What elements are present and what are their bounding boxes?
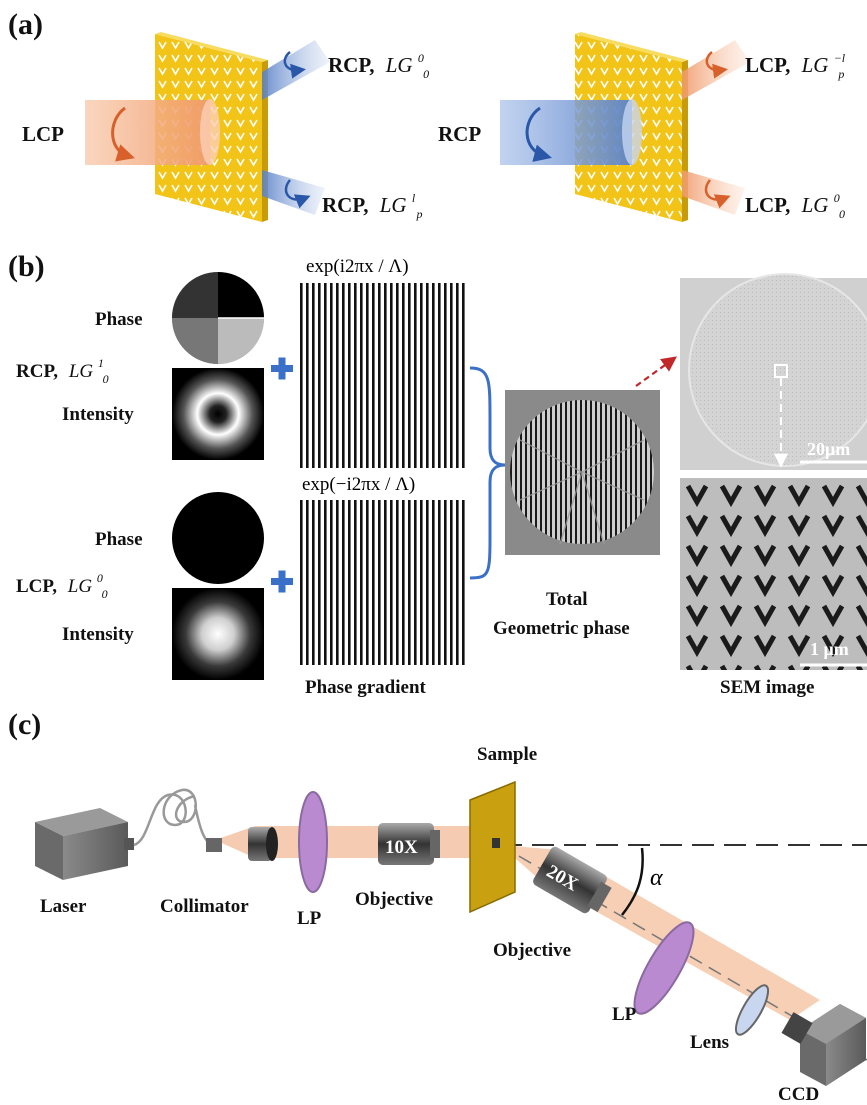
sample-label: Sample	[477, 744, 537, 765]
collimator	[248, 827, 278, 861]
angle-label: α	[650, 865, 663, 891]
exp-top-label: exp(i2πx / Λ)	[306, 256, 409, 277]
rcp-input-beam	[500, 99, 642, 165]
circular-arrow-icon	[111, 106, 135, 162]
fiber-connector	[206, 838, 222, 852]
lcp-intensity-gaussian	[172, 588, 264, 680]
mag1-label: 10X	[385, 837, 418, 858]
lp2-label: LP	[612, 1004, 637, 1025]
rcp-phase-label: Phase	[95, 309, 143, 330]
geometric-phase-label: Geometric phase	[493, 618, 630, 639]
panel-c: (c) Laser Collimator LP	[8, 708, 867, 1105]
sample-metasurface	[492, 838, 500, 848]
rcp-intensity-label: Intensity	[62, 404, 134, 425]
plus-icon	[271, 570, 293, 593]
circular-arrow-icon	[705, 51, 728, 79]
objective2-label: Objective	[493, 940, 571, 961]
grating-bottom	[300, 500, 465, 665]
sem-scale-bottom: 1 μm	[810, 639, 849, 659]
circular-arrow-icon	[284, 179, 311, 209]
a-left-top-pol: RCP, LG 0 0	[328, 43, 429, 81]
a-right-input-label: RCP	[438, 122, 481, 146]
rcp-output-beam-top	[262, 40, 330, 100]
a-left-bottom-pol: RCP, LG l p	[322, 183, 422, 221]
ccd-label: CCD	[778, 1084, 819, 1105]
panel-b: (b) Phase RCP, LG 1 0 Intensity Phase LC…	[8, 250, 867, 698]
sem-scale-top: 20μm	[807, 439, 850, 459]
panel-a-label: (a)	[8, 8, 43, 41]
grating-top	[300, 283, 465, 468]
lcp-phase-uniform	[172, 492, 264, 584]
lcp-input-beam	[85, 99, 220, 165]
lcp-phase-label: Phase	[95, 529, 143, 550]
rcp-output-beam-bottom	[262, 170, 325, 215]
zoom-arrow	[635, 356, 677, 387]
lcp-intensity-label: Intensity	[62, 624, 134, 645]
phase-gradient-label: Phase gradient	[305, 677, 427, 698]
sem-label: SEM image	[720, 677, 814, 698]
rcp-intensity-donut	[172, 368, 264, 460]
lcp-output-beam-top	[682, 40, 750, 100]
lp1-label: LP	[297, 908, 322, 929]
lens-label: Lens	[690, 1032, 729, 1053]
plus-icon	[271, 357, 293, 380]
circular-arrow-icon	[704, 179, 731, 209]
total-geometric-phase	[505, 390, 660, 555]
linear-polarizer-2	[633, 921, 695, 1015]
lens	[734, 984, 770, 1036]
sem-image-bottom	[680, 478, 867, 670]
circular-arrow-icon	[283, 51, 306, 79]
circular-arrow-icon	[525, 106, 552, 162]
ccd-camera	[781, 1004, 866, 1086]
objective-20x: 20X	[533, 846, 612, 914]
a-right-top-pol: LCP, LG −l p	[745, 43, 850, 81]
laser-label: Laser	[40, 896, 87, 917]
lcp-mode-label: LCP, LG 0 0	[16, 566, 108, 601]
linear-polarizer-1	[298, 791, 328, 893]
panel-c-label: (c)	[8, 708, 41, 741]
total-label: Total	[546, 589, 588, 610]
sem-image-top	[680, 273, 867, 470]
panel-a: (a) LCP RCP, LG 0 0	[8, 8, 850, 222]
collimator-label: Collimator	[160, 896, 249, 917]
brace-bracket	[469, 366, 506, 580]
objective-10x	[378, 823, 440, 865]
exp-bottom-label: exp(−i2πx / Λ)	[302, 474, 415, 495]
a-left-input-label: LCP	[22, 122, 64, 146]
angle-arc	[621, 847, 644, 916]
laser-box	[35, 808, 134, 880]
rcp-mode-label: RCP, LG 1 0	[16, 351, 109, 386]
a-right-bottom-pol: LCP, LG 0 0	[745, 183, 845, 221]
objective1-label: Objective	[355, 889, 433, 910]
rcp-phase-vortex	[172, 272, 264, 364]
fiber-coil	[133, 788, 216, 847]
lcp-output-beam-bottom	[682, 170, 745, 215]
panel-b-label: (b)	[8, 250, 45, 283]
